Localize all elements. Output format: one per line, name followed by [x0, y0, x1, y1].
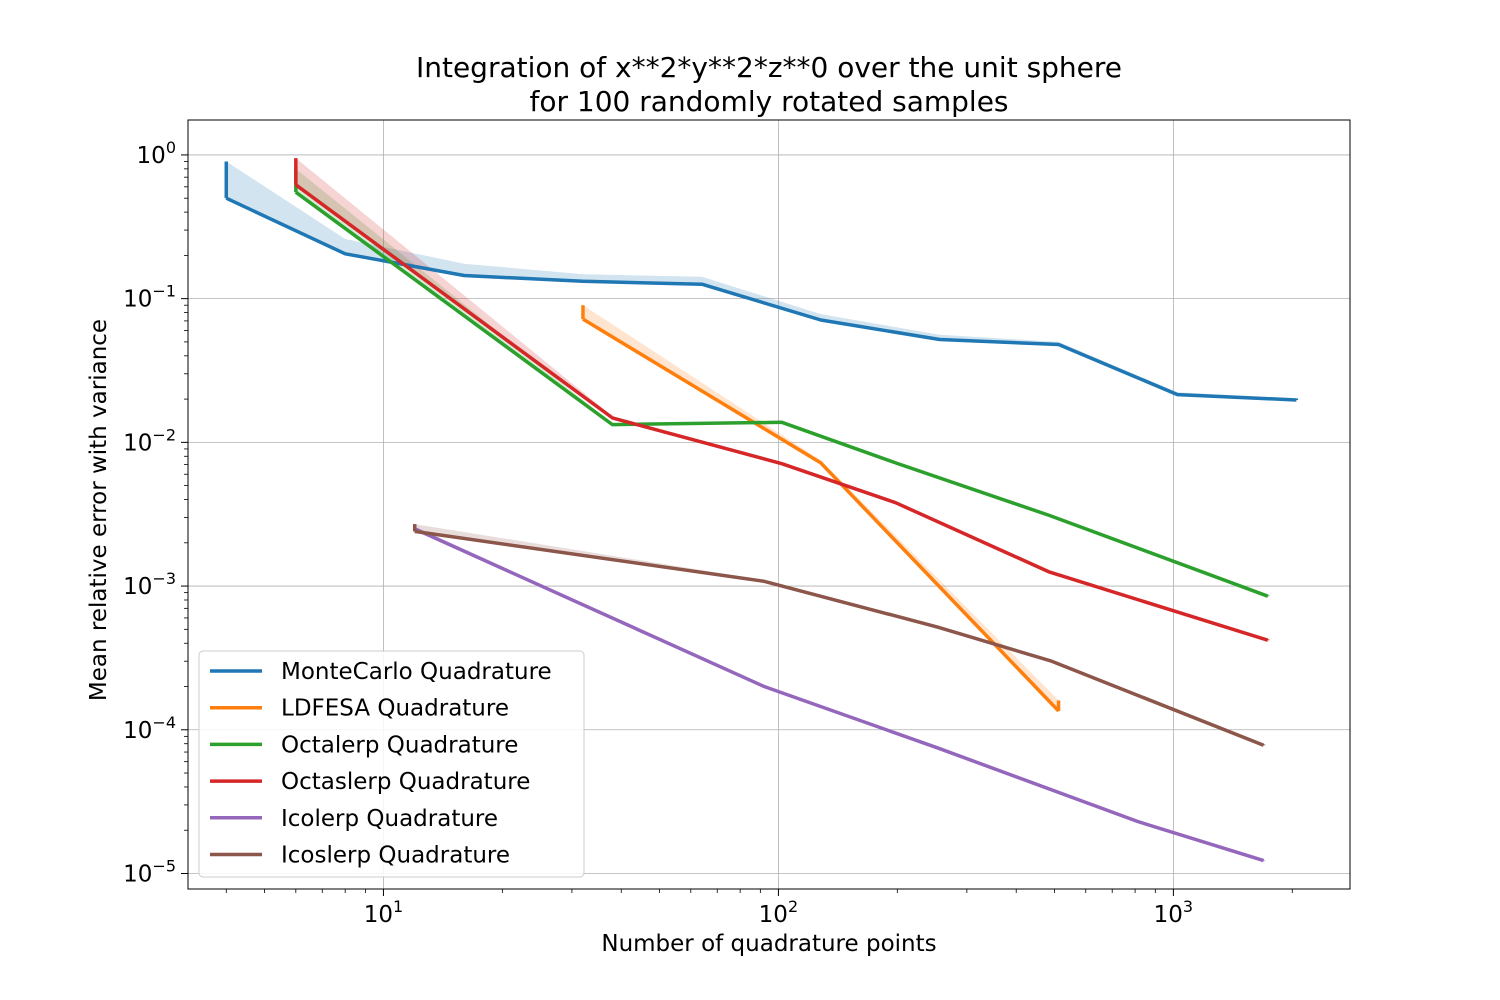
legend-label: Octalerp Quadrature — [281, 732, 518, 758]
ldfesa-quadrature-series — [581, 305, 1061, 713]
x-axis-label: Number of quadrature points — [601, 931, 936, 957]
y-axis-label: Mean relative error with variance — [86, 319, 112, 701]
legend: MonteCarlo Quadrature LDFESA Quadrature Oc… — [198, 650, 585, 878]
legend-entry-ldfesa-quadrature: LDFESA Quadrature — [210, 696, 509, 722]
y-tick-label: 10−5 — [123, 856, 176, 887]
legend-label: MonteCarlo Quadrature — [281, 659, 552, 685]
variance-bands — [226, 158, 1297, 861]
y-tick-label: 10−2 — [123, 425, 176, 456]
x-tick-label: 103 — [1154, 897, 1193, 928]
y-tick-label: 10−1 — [123, 282, 176, 313]
legend-label: Icolerp Quadrature — [281, 806, 498, 832]
octaslerp-quadrature-series — [294, 158, 1270, 642]
legend-entry-icoslerp-quadrature: Icoslerp Quadrature — [210, 843, 510, 869]
legend-entry-montecarlo-quadrature: MonteCarlo Quadrature — [210, 659, 552, 685]
legend-entry-icolerp-quadrature: Icolerp Quadrature — [210, 806, 498, 832]
x-tick-label: 101 — [364, 897, 403, 928]
octaslerp-quadrature-line — [294, 183, 1269, 642]
y-tick-label: 10−3 — [123, 569, 176, 600]
x-tick-label: 102 — [759, 897, 798, 928]
legend-label: LDFESA Quadrature — [281, 696, 509, 722]
legend-entry-octaslerp-quadrature: Octaslerp Quadrature — [210, 769, 530, 795]
legend-box — [198, 650, 585, 878]
y-tick-label: 100 — [137, 138, 176, 169]
axis-ticks: 101 102 103 100 10−1 10−2 10−3 10−4 10−5 — [123, 138, 1293, 928]
ldfesa-quadrature-variance-band — [583, 305, 1059, 711]
legend-label: Icoslerp Quadrature — [281, 843, 510, 869]
y-tick-label: 10−4 — [123, 713, 176, 744]
octalerp-quadrature-line — [294, 190, 1269, 598]
icoslerp-quadrature-series — [412, 524, 1266, 747]
series-lines — [224, 158, 1299, 863]
montecarlo-quadrature-variance-band — [226, 161, 1297, 400]
chart-title-line-2: for 100 randomly rotated samples — [529, 85, 1008, 118]
legend-label: Octaslerp Quadrature — [281, 769, 530, 795]
chart-title-line-1: Integration of x**2*y**2*z**0 over the u… — [416, 51, 1122, 84]
plot-frame — [187, 119, 1351, 890]
legend-entry-octalerp-quadrature: Octalerp Quadrature — [210, 732, 518, 758]
